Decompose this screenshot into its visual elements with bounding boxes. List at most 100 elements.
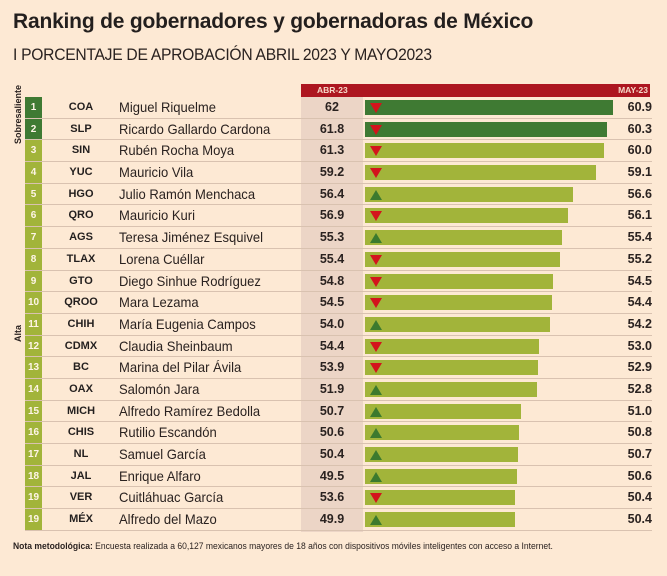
governor-name: Claudia Sheinbaum	[119, 337, 233, 354]
table-row: 19 MÉX Alfredo del Mazo 49.9 50.4	[25, 509, 652, 531]
may-bar	[365, 403, 521, 419]
state-code: JAL	[70, 469, 92, 482]
governor-name: Cuitláhuac García	[119, 489, 224, 506]
abr-value: 50.4	[319, 447, 345, 461]
arrow-up-icon	[370, 515, 382, 526]
state-code: QRO	[68, 209, 94, 222]
may-value: 56.6	[627, 186, 652, 201]
arrow-up-icon	[370, 406, 382, 417]
table-row: 9 GTO Diego Sinhue Rodríguez 54.8 54.5	[25, 270, 652, 293]
rank-number: 2	[25, 118, 42, 140]
state-code: GTO	[69, 274, 93, 287]
governor-name: Rubén Rocha Moya	[119, 142, 235, 159]
may-bar	[365, 230, 562, 246]
governor-name: Diego Sinhue Rodríguez	[119, 272, 261, 289]
may-bar	[365, 338, 540, 354]
governor-name: Mauricio Vila	[119, 164, 194, 181]
abr-value: 55.4	[319, 251, 345, 266]
arrow-up-icon	[370, 450, 382, 460]
abr-value: 53.6	[319, 490, 345, 505]
table-row: 5 HGO Julio Ramón Menchaca 56.4 56.6	[25, 183, 652, 206]
governor-name: Julio Ramón Menchaca	[119, 185, 256, 202]
table-row: 2 SLP Ricardo Gallardo Cardona 61.8 60.3	[25, 118, 652, 141]
abr-value: 50.7	[319, 403, 345, 418]
arrow-down-icon	[370, 341, 382, 352]
may-value: 51.0	[627, 403, 652, 418]
may-value: 55.4	[627, 230, 652, 245]
may-bar	[365, 381, 538, 397]
may-value: 50.6	[627, 468, 652, 483]
table-row: 1 COA Miguel Riquelme 62 60.9	[25, 97, 652, 119]
governor-name: Ricardo Gallardo Cardona	[119, 120, 271, 137]
may-bar	[365, 425, 519, 441]
may-value: 50.7	[627, 447, 652, 461]
rank-number: 16	[25, 422, 42, 443]
rank-number: 5	[25, 183, 42, 205]
arrow-up-icon	[370, 319, 382, 330]
rank-number: 9	[25, 270, 42, 292]
arrow-down-icon	[370, 103, 382, 113]
arrow-up-icon	[370, 428, 382, 439]
may-value: 52.8	[627, 381, 652, 396]
rank-number: 3	[25, 140, 42, 162]
rank-number: 19	[25, 487, 42, 509]
abr-value: 49.5	[319, 468, 345, 483]
state-code: MICH	[66, 404, 96, 417]
rank-number: 19	[25, 509, 42, 530]
header-abr: ABR-23	[317, 85, 348, 95]
table-row: 14 OAX Salomón Jara 51.9 52.8	[25, 378, 652, 401]
rank-number: 13	[25, 357, 42, 378]
column-header-bar: ABR-23 MAY-23	[301, 84, 650, 97]
arrow-up-icon	[370, 471, 382, 482]
state-code: CHIS	[67, 426, 95, 439]
state-code: AGS	[69, 231, 93, 244]
chart-subtitle: I PORCENTAJE DE APROBACIÓN ABRIL 2023 Y …	[13, 45, 432, 64]
may-value: 52.9	[627, 360, 652, 375]
abr-value: 59.2	[319, 165, 345, 180]
arrow-up-icon	[370, 189, 382, 200]
rank-number: 11	[25, 313, 42, 335]
may-value: 55.2	[627, 251, 652, 266]
governor-name: Mara Lezama	[119, 294, 199, 311]
governor-name: Samuel García	[119, 446, 206, 462]
chart-title: Ranking de gobernadores y gobernadoras d…	[13, 10, 534, 33]
may-bar	[365, 316, 551, 332]
abr-value: 62	[325, 100, 339, 114]
governor-name: Alfredo Ramírez Bedolla	[119, 402, 261, 419]
state-code: NL	[73, 448, 89, 460]
may-value: 60.3	[627, 121, 652, 136]
abr-value: 54.8	[319, 273, 345, 288]
rank-number: 4	[25, 162, 42, 183]
abr-value: 54.4	[319, 338, 345, 353]
state-code: MÉX	[69, 513, 93, 526]
rank-number: 18	[25, 465, 42, 487]
abr-value: 56.4	[319, 186, 345, 201]
table-row: 12 CDMX Claudia Sheinbaum 54.4 53.0	[25, 335, 652, 358]
state-code: CHIH	[67, 317, 95, 330]
arrow-down-icon	[370, 211, 382, 222]
may-bar	[365, 468, 518, 484]
may-value: 60.0	[627, 143, 652, 158]
state-code: SIN	[71, 144, 91, 157]
may-bar	[365, 360, 539, 376]
may-bar	[365, 447, 518, 462]
may-bar	[365, 165, 596, 181]
state-code: COA	[68, 101, 94, 113]
state-code: OAX	[69, 382, 93, 395]
may-bar	[365, 100, 613, 115]
arrow-up-icon	[370, 233, 382, 244]
may-value: 53.0	[627, 338, 652, 353]
state-code: TLAX	[66, 252, 96, 265]
may-bar	[365, 208, 568, 224]
may-bar	[365, 490, 516, 506]
may-value: 50.4	[627, 490, 652, 505]
may-value: 50.4	[627, 512, 652, 527]
rank-number: 1	[25, 97, 42, 118]
rank-number: 8	[25, 248, 42, 270]
governor-name: María Eugenia Campos	[119, 315, 256, 332]
rank-number: 7	[25, 227, 42, 248]
table-row: 17 NL Samuel García 50.4 50.7	[25, 444, 652, 466]
may-bar	[365, 143, 605, 159]
table-row: 11 CHIH María Eugenia Campos 54.0 54.2	[25, 313, 652, 336]
abr-value: 54.0	[319, 316, 345, 331]
